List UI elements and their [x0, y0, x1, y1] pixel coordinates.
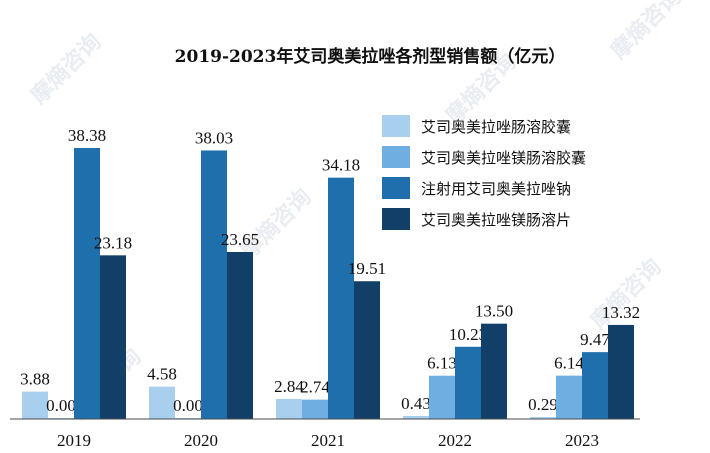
x-tick-label-2021: 2021 — [311, 431, 345, 450]
x-tick-label-2022: 2022 — [438, 431, 472, 450]
data-label-s3-2019: 38.38 — [68, 126, 106, 145]
bar-s3-2019 — [74, 148, 100, 419]
bar-s2-2021 — [302, 399, 328, 419]
data-label-s2-2023: 6.14 — [554, 354, 584, 373]
bar-s1-2023 — [530, 416, 556, 419]
watermark-text: 摩熵咨询 — [606, 0, 687, 64]
data-label-s1-2019: 3.88 — [20, 370, 50, 389]
bar-s4-2019 — [100, 255, 126, 419]
legend-swatch-1 — [382, 115, 410, 137]
legend-swatch-4 — [382, 208, 410, 230]
x-tick-label-2023: 2023 — [565, 431, 599, 450]
data-label-s2-2021: 2.74 — [300, 378, 330, 397]
data-label-s1-2023: 0.29 — [528, 395, 558, 414]
data-label-s4-2019: 23.18 — [94, 233, 132, 252]
bar-s2-2022 — [429, 375, 455, 419]
watermark-text: 摩熵咨询 — [26, 29, 107, 110]
data-label-s3-2022: 10.23 — [449, 325, 487, 344]
data-label-s1-2021: 2.84 — [274, 377, 304, 396]
bar-layer: 3.88 4.58 2.84 0.43 0.29 0.00 0.00 2.74 6.13 6.14… — [20, 126, 640, 419]
data-label-s3-2021: 34.18 — [322, 156, 360, 175]
bar-s2-2023 — [556, 375, 582, 419]
x-tick-label-2019: 2019 — [57, 431, 91, 450]
bar-s3-2021 — [328, 177, 354, 419]
legend-label-2: 艾司奥美拉唑镁肠溶胶囊 — [421, 149, 586, 167]
x-tick-label-2020: 2020 — [184, 431, 218, 450]
x-axis-ticks: 2019 2020 2021 2022 2023 — [57, 431, 599, 450]
bar-s3-2022 — [455, 346, 481, 419]
bar-s4-2023 — [608, 324, 634, 419]
data-label-s3-2023: 9.47 — [580, 330, 610, 349]
data-label-s4-2021: 19.51 — [348, 259, 386, 278]
bar-s1-2020 — [149, 386, 175, 419]
bar-s4-2021 — [354, 281, 380, 419]
bar-s3-2020 — [201, 150, 227, 419]
data-label-s1-2022: 0.43 — [401, 394, 431, 413]
bar-s1-2021 — [276, 398, 302, 419]
data-label-s2-2019: 0.00 — [46, 396, 76, 415]
data-label-s3-2020: 38.03 — [195, 128, 233, 147]
bar-s4-2022 — [481, 323, 507, 419]
legend-swatch-2 — [382, 146, 410, 168]
data-label-s4-2020: 23.65 — [221, 230, 259, 249]
bar-s1-2019 — [22, 391, 48, 419]
data-label-s1-2020: 4.58 — [147, 365, 177, 384]
bar-s3-2023 — [582, 352, 608, 419]
legend-label-1: 艾司奥美拉唑肠溶胶囊 — [421, 118, 571, 136]
bar-s4-2020 — [227, 252, 253, 419]
legend-label-4: 艾司奥美拉唑镁肠溶片 — [421, 211, 571, 229]
watermark-text: 摩熵咨询 — [586, 254, 667, 335]
legend-swatch-3 — [382, 177, 410, 199]
data-label-s4-2023: 13.32 — [602, 303, 640, 322]
legend-label-3: 注射用艾司奥美拉唑钠 — [421, 180, 571, 198]
data-label-s4-2022: 13.50 — [475, 302, 513, 321]
bar-s1-2022 — [403, 415, 429, 419]
chart-title: 2019-2023年艾司奥美拉唑各剂型销售额（亿元） — [175, 46, 566, 67]
data-label-s2-2022: 6.13 — [427, 354, 457, 373]
legend: 艾司奥美拉唑肠溶胶囊艾司奥美拉唑镁肠溶胶囊注射用艾司奥美拉唑钠艾司奥美拉唑镁肠溶… — [382, 115, 586, 230]
data-label-s2-2020: 0.00 — [173, 396, 203, 415]
